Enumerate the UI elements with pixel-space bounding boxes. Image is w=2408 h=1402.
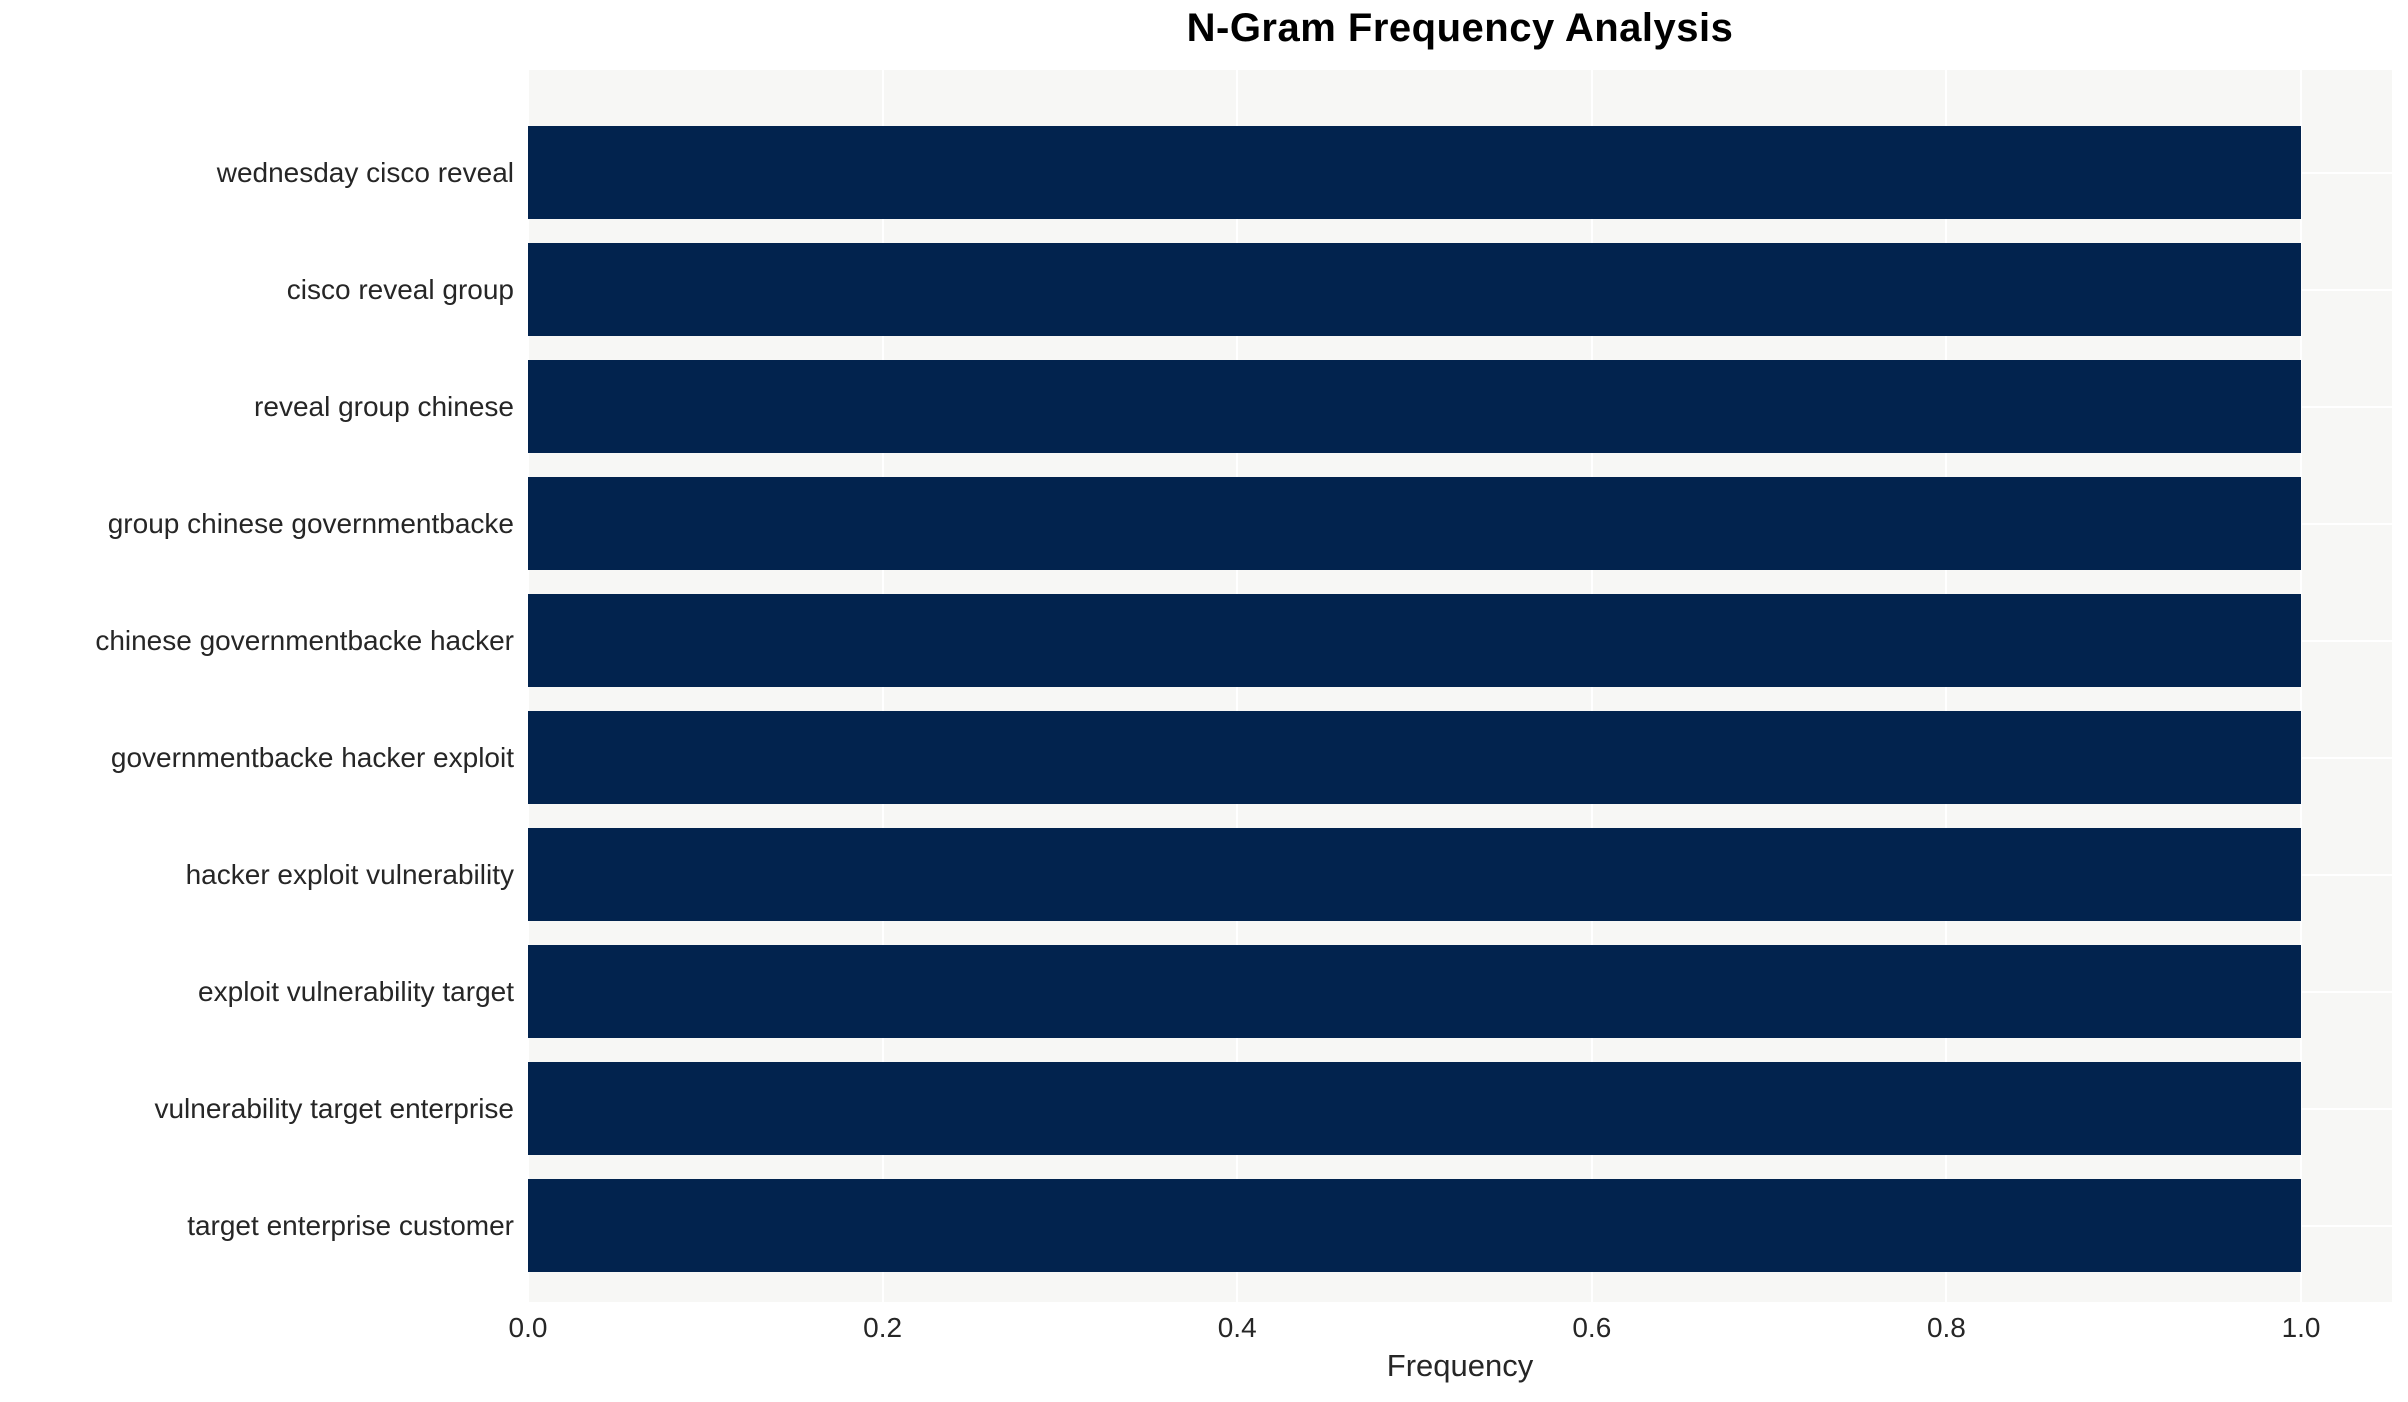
x-gridline-1.0 (2300, 70, 2303, 1302)
ytick-label: reveal group chinese (254, 390, 514, 422)
bar-group-chinese-governmentbacke (528, 477, 2302, 570)
ytick-label: chinese governmentbacke hacker (95, 624, 514, 656)
ytick-label: vulnerability target enterprise (154, 1092, 514, 1124)
bar-reveal-group-chinese (528, 360, 2302, 453)
bar-hacker-exploit-vulnerability (528, 828, 2302, 921)
bar-vulnerability-target-enterprise (528, 1062, 2302, 1155)
xtick-label-0.0: 0.0 (508, 1312, 548, 1343)
ytick-label: governmentbacke hacker exploit (110, 741, 514, 773)
bar-chinese-governmentbacke-hacker (528, 594, 2302, 687)
ytick-label: group chinese governmentbacke (107, 507, 514, 539)
ytick-label: cisco reveal group (286, 273, 514, 305)
xtick-label-0.6: 0.6 (1572, 1312, 1612, 1343)
xtick-label-0.2: 0.2 (863, 1312, 903, 1343)
x-axis-title: Frequency (1386, 1348, 1534, 1383)
bar-cisco-reveal-group (528, 243, 2302, 336)
ytick-label: exploit vulnerability target (198, 975, 514, 1007)
bar-exploit-vulnerability-target (528, 945, 2302, 1038)
xtick-label-1.0: 1.0 (2281, 1312, 2321, 1343)
plot-area (527, 70, 2392, 1302)
bar-wednesday-cisco-reveal (528, 126, 2302, 219)
xtick-label-0.8: 0.8 (1926, 1312, 1966, 1343)
bar-target-enterprise-customer (528, 1179, 2302, 1272)
xtick-label-0.4: 0.4 (1217, 1312, 1257, 1343)
chart-title: N-Gram Frequency Analysis (1186, 6, 1734, 50)
ytick-label: hacker exploit vulnerability (185, 858, 514, 890)
ytick-label: wednesday cisco reveal (216, 156, 514, 188)
ytick-label: target enterprise customer (187, 1209, 514, 1241)
bar-governmentbacke-hacker-exploit (528, 711, 2302, 804)
